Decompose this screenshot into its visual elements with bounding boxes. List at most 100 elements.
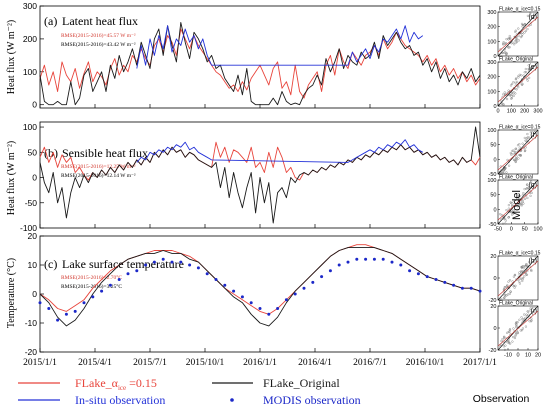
scatter-point: [529, 68, 532, 71]
scatter-ytick-label: -20: [489, 298, 497, 304]
panel-b-sensible-heat-flux: (b) Sensible heat flux RMSE(2015-2016)=1…: [6, 121, 481, 233]
panel-a-ytick-label: 0: [32, 100, 37, 110]
scatter-point: [521, 33, 524, 36]
scatter-point: [519, 154, 522, 157]
scatter-point: [512, 275, 516, 278]
scatter-point: [520, 74, 523, 77]
scatter-point: [514, 29, 517, 32]
modis-point: [64, 312, 68, 316]
modis-point: [408, 269, 412, 273]
scatter-point: [524, 194, 528, 197]
regression-line: [497, 134, 539, 171]
scatter-point: [521, 83, 524, 86]
scatter-point: [508, 37, 511, 40]
scatter-point: [507, 216, 511, 219]
scatter-point: [512, 149, 515, 152]
regression-line: [497, 66, 539, 103]
scatter-point: [505, 208, 508, 212]
scatter-point: [520, 80, 523, 83]
scatter-panel-i: FLake_Original(i) -20 0 20 -10 0 10 20: [489, 301, 542, 359]
scatter-point: [516, 144, 520, 147]
scatter-point: [514, 147, 518, 150]
scatter-point: [513, 286, 516, 289]
legend-flake-alpha-prefix: FLake_α: [75, 376, 119, 390]
scatter-point: [521, 200, 524, 203]
scatter-point: [508, 328, 512, 331]
scatter-point: [512, 201, 515, 204]
scatter-point: [507, 330, 510, 334]
panel-c-label: (c): [44, 257, 57, 271]
scatter-ytick-label: 20: [490, 254, 496, 260]
scatter-point: [510, 201, 513, 205]
legend-label-modis: MODIS observation: [263, 393, 361, 407]
modis-point: [205, 272, 209, 276]
scatter-point: [509, 41, 512, 44]
scatter-point: [530, 191, 533, 194]
scatter-point: [503, 166, 506, 169]
scatter-point: [514, 158, 518, 161]
scatter-point: [529, 180, 533, 183]
scatter-point: [506, 331, 509, 334]
scatter-point: [510, 82, 514, 86]
scatter-point: [523, 136, 526, 140]
scatter-point: [524, 325, 528, 328]
one-to-one-line: [497, 255, 539, 301]
modis-point: [223, 283, 227, 287]
scatter-point: [505, 285, 509, 288]
scatter-point: [517, 34, 520, 38]
regression-line: [497, 16, 539, 53]
scatter-xtick-label: 10: [525, 353, 531, 359]
scatter-point: [513, 43, 516, 46]
one-to-one-line: [497, 129, 539, 175]
scatter-point: [526, 136, 529, 139]
scatter-point: [527, 64, 530, 67]
modis-point: [117, 278, 121, 281]
scatter-point: [512, 87, 516, 90]
scatter-point: [522, 191, 525, 195]
scatter-point: [526, 266, 529, 269]
scatter-point: [502, 216, 505, 219]
modis-point: [372, 257, 376, 261]
scatter-xtick-label: 50: [522, 227, 528, 233]
scatter-point: [514, 160, 517, 164]
scatter-ytick-label: 0: [493, 276, 496, 282]
scatter-point: [520, 270, 523, 274]
x-tick-label: 2015/4/1: [78, 358, 112, 368]
scatter-point: [516, 332, 519, 335]
scatter-panels: FLake_α_ice=0.15(d)0100200300FLake_Origi…: [487, 7, 542, 359]
x-tick-label: 2016/10/1: [406, 358, 445, 368]
scatter-point: [502, 288, 506, 291]
scatter-point: [521, 327, 525, 330]
scatter-frame: [497, 11, 539, 57]
scatter-point: [525, 139, 528, 142]
scatter-point: [499, 54, 502, 57]
scatter-point: [526, 183, 529, 186]
scatter-panel-label: (i): [531, 308, 537, 315]
scatter-point: [521, 318, 524, 321]
scatter-point: [526, 196, 529, 200]
scatter-point: [501, 51, 504, 55]
modis-point: [425, 275, 429, 279]
scatter-point: [514, 92, 517, 95]
scatter-point: [518, 277, 521, 280]
series-line-flake_original: [39, 22, 481, 106]
scatter-point: [530, 269, 533, 272]
panel-a-label: (a): [44, 14, 57, 28]
scatter-ytick-label: 100: [487, 128, 496, 134]
scatter-panel-label: (f): [530, 132, 537, 139]
panel-c-title: Lake surface temperature: [62, 257, 184, 271]
modis-point: [214, 278, 218, 281]
scatter-ytick-label: 0: [493, 326, 496, 332]
shared-x-axis-labels: 2015/1/1 2015/4/1 2015/7/1 2015/10/1 2016/1/…: [23, 358, 497, 368]
panel-a-ylabel: Heat flux (W m⁻²): [6, 20, 17, 94]
scatter-point: [528, 185, 531, 188]
scatter-point: [506, 158, 509, 162]
modis-point: [284, 298, 288, 302]
modis-point: [47, 307, 51, 310]
scatter-point: [525, 315, 529, 318]
scatter-point: [516, 197, 519, 200]
scatter-point: [522, 23, 525, 27]
series-line-flake_original: [39, 126, 481, 224]
x-tick-label: 2016/1/1: [243, 358, 277, 368]
